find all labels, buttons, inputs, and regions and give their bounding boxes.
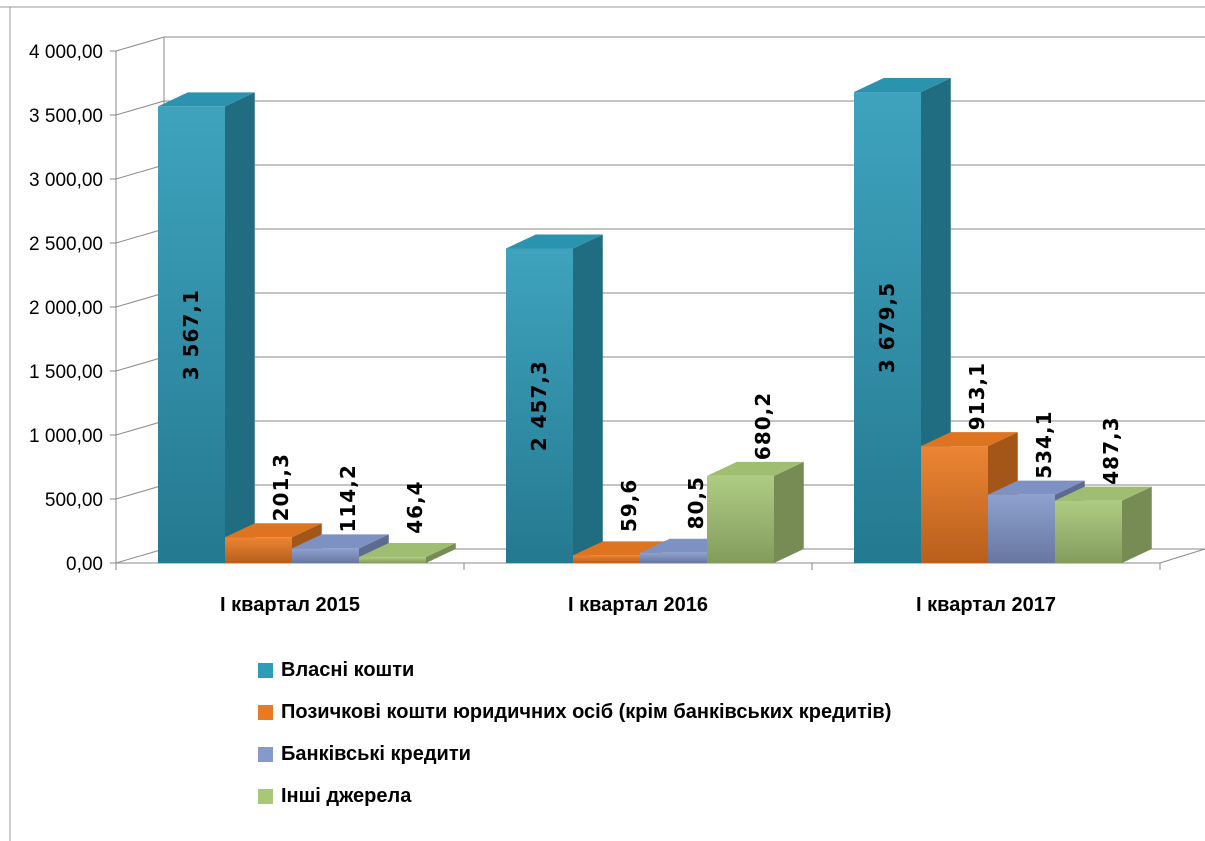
bar-front (573, 555, 640, 563)
bar (854, 78, 951, 564)
bar-top (506, 234, 603, 249)
legend-label-pozychkovi: Позичкові кошти юридичних осіб (крім бан… (281, 700, 892, 723)
gridline-side (115, 36, 165, 52)
legend-label-vlasni: Власні кошти (281, 658, 415, 681)
y-tick-label: 3 000,00 (29, 170, 103, 191)
floor-right-edge (1159, 548, 1205, 564)
bar-front (292, 548, 359, 563)
data-label: 2 457,3 (527, 360, 551, 451)
bar-front (921, 446, 988, 563)
bar (292, 534, 389, 563)
data-label: 201,3 (269, 453, 293, 521)
bar-top (707, 461, 804, 476)
y-tick-label: 2 000,00 (29, 298, 103, 319)
bar-side (573, 234, 603, 563)
bar-side (1122, 486, 1152, 563)
bar (707, 461, 804, 563)
legend-swatch-pozychkovi (258, 704, 273, 720)
data-label: 80,5 (684, 476, 708, 529)
bar-top (1055, 486, 1152, 501)
gridline-side (115, 356, 165, 372)
data-label: 680,2 (751, 392, 775, 460)
legend-label-inshi: Інші джерела (281, 784, 412, 807)
gridline-side (115, 484, 165, 500)
data-label: 59,6 (617, 479, 641, 532)
data-label: 487,3 (1099, 416, 1123, 484)
y-tick-label: 2 500,00 (29, 234, 103, 255)
legend-item-pozychkovi: Позичкові кошти юридичних осіб (крім бан… (258, 697, 891, 727)
legend-item-bankivski: Банківські кредити (258, 739, 891, 769)
bar-front (1055, 500, 1122, 563)
bar-front (707, 475, 774, 563)
bar-top (854, 78, 951, 93)
gridline-side (115, 292, 165, 308)
y-tick-label: 0,00 (66, 554, 103, 575)
y-tick-label: 500,00 (45, 490, 103, 511)
legend-item-vlasni: Власні кошти (258, 655, 891, 685)
y-tick-label: 3 500,00 (29, 106, 103, 127)
bar-top (225, 523, 322, 538)
legend-label-bankivski: Банківські кредити (281, 742, 471, 765)
y-tick-label: 1 500,00 (29, 362, 103, 383)
bar-side (774, 461, 804, 563)
bar-front (854, 92, 921, 564)
data-label: 3 679,5 (875, 282, 899, 373)
bar (158, 92, 255, 564)
bar-front (988, 494, 1055, 563)
bar-side (426, 543, 456, 563)
legend: Власні кошти Позичкові кошти юридичних о… (258, 655, 891, 823)
bar-top (921, 432, 1018, 447)
gridline-side (115, 420, 165, 436)
bar (225, 523, 322, 563)
bar-front (506, 248, 573, 563)
category-label: I квартал 2016 (568, 594, 708, 616)
bar (1055, 486, 1152, 563)
y-tick-label: 1 000,00 (29, 426, 103, 447)
bar-top (988, 480, 1085, 495)
bar-front (640, 552, 707, 563)
data-label: 46,4 (403, 480, 427, 533)
gridline-side (115, 548, 165, 564)
bar-top (158, 92, 255, 107)
data-label: 3 567,1 (179, 289, 203, 380)
bar-top (292, 534, 389, 549)
bar-front (359, 557, 426, 563)
data-label: 913,1 (965, 362, 989, 430)
legend-swatch-inshi (258, 788, 273, 804)
gridline-side (115, 228, 165, 244)
category-label: I квартал 2017 (916, 594, 1056, 616)
bar-front (158, 106, 225, 564)
gridline-side (115, 164, 165, 180)
bar (359, 543, 456, 563)
bar-side (225, 92, 255, 564)
legend-swatch-vlasni (258, 662, 273, 678)
bar-top (359, 543, 456, 558)
data-label: 114,2 (336, 464, 360, 532)
y-tick-label: 4 000,00 (29, 42, 103, 63)
legend-item-inshi: Інші джерела (258, 781, 891, 811)
bar-front (225, 537, 292, 563)
data-label: 534,1 (1032, 411, 1056, 479)
legend-swatch-bankivski (258, 746, 273, 762)
gridline-side (115, 100, 165, 116)
category-label: I квартал 2015 (220, 594, 360, 616)
bar (506, 234, 603, 563)
